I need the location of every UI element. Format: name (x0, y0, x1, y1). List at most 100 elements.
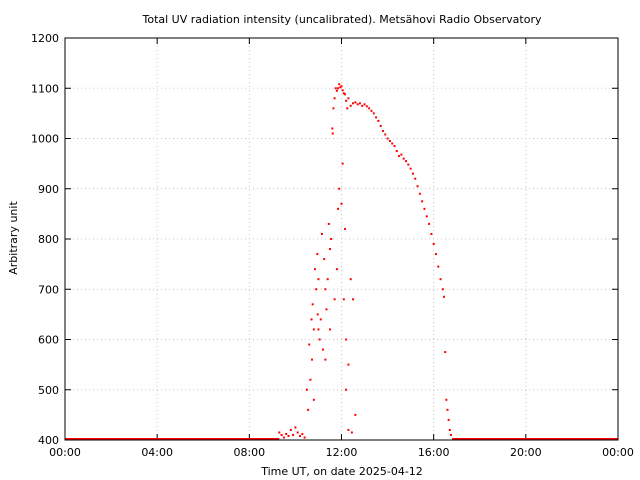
data-point (307, 408, 310, 411)
data-point (320, 232, 323, 235)
x-tick-label: 12:00 (326, 446, 358, 459)
data-point (342, 298, 345, 301)
data-point (337, 207, 340, 210)
data-point (325, 308, 328, 311)
data-point (370, 109, 373, 112)
data-point (445, 398, 448, 401)
x-axis-label: Time UT, on date 2025-04-12 (260, 465, 423, 478)
data-point (331, 132, 334, 135)
data-point (443, 295, 446, 298)
data-point (285, 432, 288, 435)
data-point (356, 103, 359, 106)
data-point (384, 133, 387, 136)
y-tick-label: 400 (38, 434, 59, 447)
data-point (308, 343, 311, 346)
data-point (446, 408, 449, 411)
data-point (354, 413, 357, 416)
data-point (322, 348, 325, 351)
data-point (350, 431, 353, 434)
data-point (312, 398, 315, 401)
x-tick-label: 20:00 (510, 446, 542, 459)
data-point (418, 192, 421, 195)
y-tick-label: 1100 (31, 82, 59, 95)
data-point (303, 436, 306, 439)
y-tick-label: 800 (38, 233, 59, 246)
data-point (328, 248, 331, 251)
data-point (340, 202, 343, 205)
data-point (316, 253, 319, 256)
data-point (299, 434, 302, 437)
data-point (425, 215, 428, 218)
data-point (388, 140, 391, 143)
data-point (347, 363, 350, 366)
data-point (409, 167, 412, 170)
chart-grid (65, 38, 618, 440)
data-point (315, 288, 318, 291)
data-point (289, 428, 292, 431)
data-point (311, 303, 314, 306)
data-point (332, 107, 335, 110)
data-point (391, 142, 394, 145)
x-tick-labels: 00:00 04:00 08:00 12:00 16:00 20:00 00:00 (49, 446, 634, 459)
data-point (324, 358, 327, 361)
data-point (449, 433, 452, 436)
data-point (311, 358, 314, 361)
plot-frame (64, 37, 619, 441)
data-point (292, 433, 295, 436)
data-point (327, 222, 330, 225)
data-point (330, 238, 333, 240)
data-point (361, 104, 364, 107)
data-point (319, 318, 322, 321)
y-tick-label: 700 (38, 283, 59, 296)
data-point (338, 83, 341, 86)
data-point (448, 428, 451, 431)
data-point (339, 86, 342, 89)
data-point (349, 278, 352, 281)
y-tick-label: 1200 (31, 32, 59, 45)
data-point (343, 93, 346, 96)
data-point (349, 104, 352, 107)
data-point (447, 418, 450, 421)
data-point (345, 388, 348, 391)
data-point (335, 268, 338, 271)
data-point (301, 432, 304, 435)
data-point (398, 155, 401, 158)
data-point (358, 102, 361, 105)
chart-title: Total UV radiation intensity (uncalibrat… (142, 13, 542, 26)
data-point (333, 298, 336, 301)
data-point (294, 426, 297, 429)
y-tick-label: 500 (38, 384, 59, 397)
data-point (386, 137, 389, 140)
y-tick-label: 600 (38, 334, 59, 347)
data-point (312, 328, 315, 331)
data-point (316, 313, 319, 316)
data-point (280, 433, 283, 436)
x-tick-label: 16:00 (418, 446, 450, 459)
data-point (338, 187, 341, 190)
data-point (334, 87, 337, 90)
data-point (318, 338, 321, 341)
data-point (343, 227, 346, 230)
data-point (354, 101, 357, 104)
data-point (411, 172, 414, 175)
data-point (326, 278, 329, 281)
data-point (347, 97, 350, 100)
x-tick-label: 04:00 (141, 446, 173, 459)
data-point (342, 92, 345, 95)
data-point (317, 328, 320, 331)
data-point (393, 145, 396, 148)
x-tick-label: 08:00 (233, 446, 265, 459)
data-point (341, 89, 344, 92)
data-point (296, 431, 299, 434)
data-point (444, 351, 447, 354)
x-tick-label: 00:00 (49, 446, 81, 459)
data-point (310, 318, 313, 321)
data-point (305, 388, 308, 391)
data-point (407, 163, 410, 166)
y-tick-labels: 400 500 600 700 800 900 1000 1100 1200 (31, 32, 59, 447)
data-point (405, 160, 408, 163)
data-point (430, 232, 433, 235)
data-point (282, 436, 285, 439)
data-point (317, 278, 320, 281)
data-point (400, 153, 403, 156)
